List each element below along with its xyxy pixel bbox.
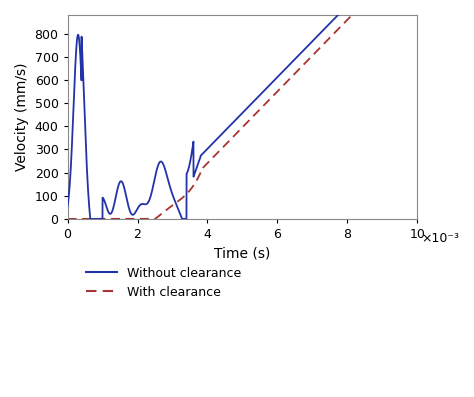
Text: ×10⁻³: ×10⁻³ <box>421 232 459 245</box>
Y-axis label: Velocity (mm/s): Velocity (mm/s) <box>15 63 29 171</box>
Legend: Without clearance, With clearance: Without clearance, With clearance <box>81 262 246 304</box>
X-axis label: Time (s): Time (s) <box>214 247 271 260</box>
